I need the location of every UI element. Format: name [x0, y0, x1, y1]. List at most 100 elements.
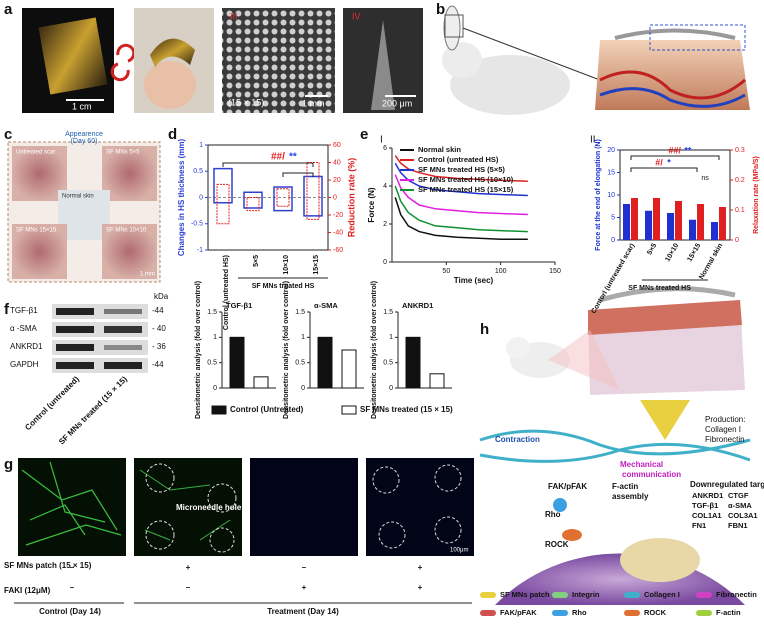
sig-line [282, 172, 314, 177]
zoom-box [444, 14, 464, 38]
hole [378, 521, 406, 549]
treatment-mark: – [70, 563, 75, 572]
y-tick-label: 20 [333, 177, 341, 184]
flip-arrow [110, 43, 136, 82]
treatment-mark: – [186, 583, 191, 592]
patch [38, 17, 108, 95]
gene-list: ANKRD1 CTGF TGF-β1 α-SMA COL1A1 COL3A1 FN1 FBN1 [692, 491, 758, 530]
legend-label: Control (Untreated) [230, 405, 304, 414]
y-tick-label: 0.2 [735, 177, 745, 184]
y-tick-label: 0 [213, 385, 217, 392]
gene: FBN1 [728, 521, 748, 530]
y-tick-label: 40 [333, 159, 341, 166]
zoom-cone [548, 330, 620, 390]
hole [145, 463, 175, 493]
sig-line [630, 167, 698, 172]
legend-label: Control (untreated HS) [418, 155, 499, 164]
legend-label: Collagen I [644, 590, 680, 599]
treatment-mark: + [418, 583, 423, 592]
gene: COL3A1 [728, 511, 758, 520]
patch [599, 286, 736, 303]
bar [317, 336, 333, 389]
scale-text: 200 μm [382, 98, 412, 108]
legend-swatch [624, 610, 640, 616]
box [306, 162, 320, 220]
bar [623, 204, 630, 240]
y-tick-label: 1 [389, 334, 393, 341]
roman: II [590, 135, 596, 146]
y-tick-label: 1.5 [207, 309, 217, 316]
x-tick-label: 100 [495, 268, 507, 275]
h-text: Downregulated target genes: [690, 480, 764, 489]
legend-swatch [696, 610, 712, 616]
scale-text: 1 mm [140, 272, 155, 278]
y-tick-label: 0.5 [295, 360, 305, 367]
legend-label: Rho [572, 608, 587, 617]
y-tick-label: 6 [383, 145, 387, 152]
hole [145, 520, 175, 550]
bar [341, 349, 357, 389]
micrograph [134, 458, 242, 556]
gene: TGF-β1 [692, 501, 718, 510]
roman: IV [352, 11, 361, 21]
y-tick-label: 0 [333, 194, 337, 201]
box [243, 191, 263, 209]
y-tick-label: 1 [301, 334, 305, 341]
x-tick-label: 15×15 [686, 242, 702, 263]
needle [371, 20, 395, 110]
legend-swatch [552, 610, 568, 616]
epidermis [588, 300, 742, 335]
row-label: FAKI (12μM) [4, 586, 51, 595]
legend-swatch [552, 592, 568, 598]
legend-label: SF MNs treated HS (5×5) [418, 165, 505, 174]
array-text: (15 × 15) [228, 97, 264, 107]
line [394, 174, 528, 216]
axis-label: Reduction rate (%) [346, 158, 356, 238]
legend-swatch [480, 592, 496, 598]
patch [614, 28, 736, 40]
panel-label: h [480, 321, 489, 338]
bar [689, 219, 696, 240]
x-tick-label: Normal skin [698, 242, 724, 280]
panel-label: e [360, 126, 368, 143]
nucleus [620, 538, 700, 582]
y-tick-label: -0.5 [191, 221, 203, 228]
kda: -44 [152, 306, 164, 315]
y-tick-label: 0 [383, 259, 387, 266]
legend-swatch [624, 592, 640, 598]
y-tick-label: 0.5 [383, 360, 393, 367]
rabbit-ear [443, 5, 461, 51]
y-tick-label: 0 [199, 194, 203, 201]
roman: III [230, 11, 238, 21]
axis-label: Force at the end of elongation (N) [595, 139, 602, 251]
treatment-mark: + [302, 583, 307, 592]
legend-swatch [341, 405, 357, 415]
bar [675, 201, 682, 240]
sig-text: * [667, 157, 671, 167]
h-text: F-actin [612, 482, 638, 491]
y-tick-label: -1 [197, 247, 203, 254]
h-text: Fibronectin [705, 435, 745, 444]
h-text: assembly [612, 492, 649, 501]
y-tick-label: 1.5 [295, 309, 305, 316]
kda: - 36 [152, 342, 166, 351]
axis-label: Time (sec) [454, 276, 494, 285]
y-tick-label: 0.5 [207, 360, 217, 367]
legend-label: SF MNs treated (15 × 15) [360, 405, 453, 414]
micrograph [366, 458, 474, 556]
bar [405, 336, 421, 389]
gene: α-SMA [728, 501, 752, 510]
axis-label: Densitometric analysis (fold over contro… [371, 281, 378, 419]
sig-line [222, 162, 314, 167]
y-tick-label: 0 [301, 385, 305, 392]
y-tick-label: -20 [333, 212, 343, 219]
sig-line [630, 155, 720, 160]
legend-label: SF MNs treated HS (10×10) [418, 175, 514, 184]
line [394, 162, 528, 197]
y-tick-label: 4 [383, 183, 387, 190]
panel-label: f [4, 301, 10, 318]
fibers [139, 469, 231, 541]
gene: FN1 [692, 521, 706, 530]
patch [150, 38, 195, 67]
vessel [599, 70, 746, 100]
